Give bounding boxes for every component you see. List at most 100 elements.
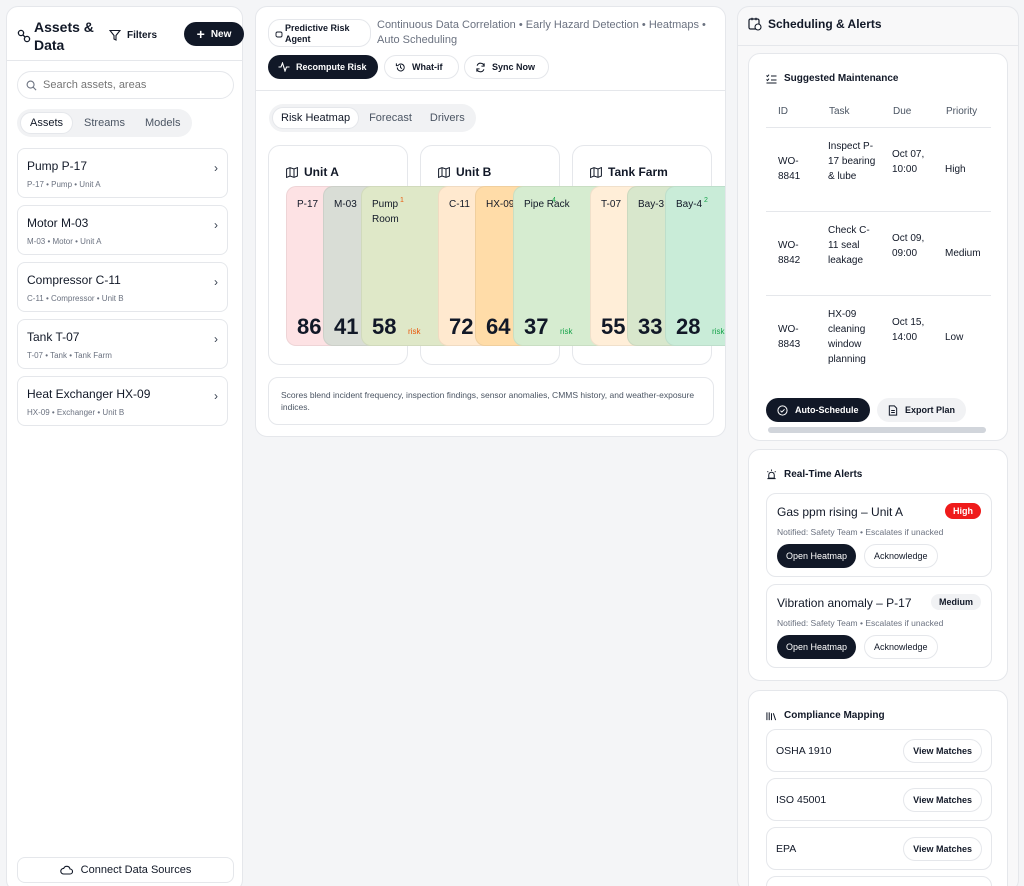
tile-tag: 2 (704, 197, 708, 204)
refresh-icon (476, 62, 485, 72)
scheduling-header: Scheduling & Alerts (748, 17, 882, 31)
heatmap-note: Scores blend incident frequency, inspect… (268, 377, 714, 425)
asset-name: Motor M-03 (27, 216, 89, 230)
search-icon (26, 80, 37, 90)
agent-badge: Predictive Risk Agent (268, 19, 371, 47)
alert-item: Gas ppm rising – Unit A High Notified: S… (766, 493, 992, 577)
divider (766, 211, 991, 212)
agent-subtitle: Continuous Data Correlation • Early Haza… (377, 19, 706, 46)
alert-title: Gas ppm rising – Unit A (777, 505, 904, 519)
table-row[interactable]: WO-8842 Check C-11 seal leakage Oct 09, … (766, 212, 991, 295)
asset-list: Pump P-17 P-17 • Pump • Unit A › Motor M… (17, 148, 228, 433)
wo-id: WO-8843 (778, 324, 801, 350)
open-heatmap-button[interactable]: Open Heatmap (777, 635, 857, 659)
library-icon (766, 711, 777, 720)
maintenance-header: Suggested Maintenance (766, 73, 898, 84)
hand-icon (275, 31, 283, 38)
sync-now-button[interactable]: Sync Now (464, 55, 549, 79)
tab-streams[interactable]: Streams (84, 117, 125, 129)
tab-models[interactable]: Models (144, 117, 181, 129)
alert-note: Notified: Safety Team • Escalates if una… (777, 527, 944, 537)
search-input[interactable] (43, 79, 223, 91)
tile-tag: 1 (400, 197, 404, 204)
asset-name: Tank T-07 (27, 330, 80, 344)
cloud-icon (59, 865, 73, 875)
zone-header: Unit B (438, 165, 491, 179)
view-matches-button[interactable]: View Matches (903, 837, 982, 861)
heat-tile-bay-4[interactable]: Bay-4 2 28 risk (665, 186, 725, 346)
asset-meta: T-07 • Tank • Tank Farm (27, 351, 112, 360)
tile-label: M-03 (334, 199, 357, 210)
tile-risk-label: risk (560, 327, 573, 336)
alerts-header: Real-Time Alerts (766, 469, 862, 480)
view-tabs: Risk Heatmap Forecast Drivers (269, 104, 476, 132)
what-if-button[interactable]: What-if (384, 55, 459, 79)
asset-item-heat-exchanger-hx09[interactable]: Heat Exchanger HX-09 HX-09 • Exchanger •… (17, 376, 228, 426)
map-icon (590, 166, 602, 178)
tab-risk-heatmap[interactable]: Risk Heatmap (272, 107, 360, 129)
assets-title: Assets & Data (34, 19, 94, 53)
auto-schedule-button[interactable]: Auto-Schedule (766, 398, 870, 422)
view-matches-button[interactable]: View Matches (903, 788, 982, 812)
standard-name: ISO 45001 (776, 794, 827, 806)
document-icon (888, 404, 898, 416)
divider (766, 127, 991, 128)
wo-priority: High (945, 164, 966, 175)
col-priority: Priority (946, 106, 978, 117)
filter-icon (109, 29, 121, 41)
wo-due: Oct 15, 14:00 (892, 317, 925, 343)
new-button[interactable]: + New (184, 22, 244, 46)
table-header: ID Task Due Priority (766, 106, 991, 124)
asset-name: Pump P-17 (27, 159, 88, 173)
col-id: ID (778, 106, 788, 117)
col-task: Task (829, 106, 850, 117)
divider (7, 60, 242, 61)
table-scrollbar[interactable] (768, 427, 986, 433)
connect-label: Connect Data Sources (80, 864, 192, 876)
asset-item-motor-m03[interactable]: Motor M-03 M-03 • Motor • Unit A › (17, 205, 228, 255)
compliance-item-partial (766, 876, 992, 886)
compliance-card: Compliance Mapping OSHA 1910 View Matche… (748, 690, 1008, 886)
asset-item-tank-t07[interactable]: Tank T-07 T-07 • Tank • Tank Farm › (17, 319, 228, 369)
wo-priority: Low (945, 332, 964, 343)
asset-item-pump-p17[interactable]: Pump P-17 P-17 • Pump • Unit A › (17, 148, 228, 198)
compliance-header: Compliance Mapping (766, 710, 885, 721)
export-plan-button[interactable]: Export Plan (877, 398, 967, 422)
divider (256, 90, 725, 91)
tile-label: P-17 (297, 199, 319, 210)
acknowledge-button[interactable]: Acknowledge (864, 635, 938, 659)
wo-task: Inspect P-17 bearing & lube (828, 141, 876, 182)
asset-item-compressor-c11[interactable]: Compressor C-11 C-11 • Compressor • Unit… (17, 262, 228, 312)
export-plan-label: Export Plan (905, 405, 956, 415)
acknowledge-button[interactable]: Acknowledge (864, 544, 938, 568)
tile-risk-label: risk (408, 327, 421, 336)
wo-id: WO-8842 (778, 240, 801, 266)
recompute-risk-button[interactable]: Recompute Risk (268, 55, 378, 79)
connect-data-sources-button[interactable]: Connect Data Sources (17, 857, 234, 883)
alerts-title: Real-Time Alerts (784, 469, 863, 480)
compliance-item-epa: EPA View Matches (766, 827, 992, 870)
map-icon (438, 166, 450, 178)
wo-id: WO-8841 (778, 156, 801, 182)
tile-score: 72 (449, 314, 474, 339)
asset-meta: HX-09 • Exchanger • Unit B (27, 408, 125, 417)
maintenance-title: Suggested Maintenance (784, 73, 899, 84)
standard-name: OSHA 1910 (776, 745, 832, 757)
zone-header: Unit A (286, 165, 339, 179)
open-heatmap-button[interactable]: Open Heatmap (777, 544, 857, 568)
scheduling-title: Scheduling & Alerts (768, 17, 882, 31)
list-check-icon (766, 73, 777, 83)
tab-forecast[interactable]: Forecast (369, 112, 412, 124)
table-row[interactable]: WO-8841 Inspect P-17 bearing & lube Oct … (766, 128, 991, 211)
filters-button[interactable]: Filters (109, 23, 157, 47)
wo-priority: Medium (945, 248, 981, 259)
table-row[interactable]: WO-8843 HX-09 cleaning window planning O… (766, 296, 991, 379)
search-box[interactable] (17, 71, 234, 99)
zone-name: Unit B (456, 165, 492, 179)
tab-drivers[interactable]: Drivers (429, 112, 465, 124)
chevron-right-icon: › (214, 161, 218, 175)
view-matches-button[interactable]: View Matches (903, 739, 982, 763)
plus-icon: + (196, 26, 205, 42)
tab-assets[interactable]: Assets (20, 112, 74, 134)
zone-name: Unit A (304, 165, 339, 179)
